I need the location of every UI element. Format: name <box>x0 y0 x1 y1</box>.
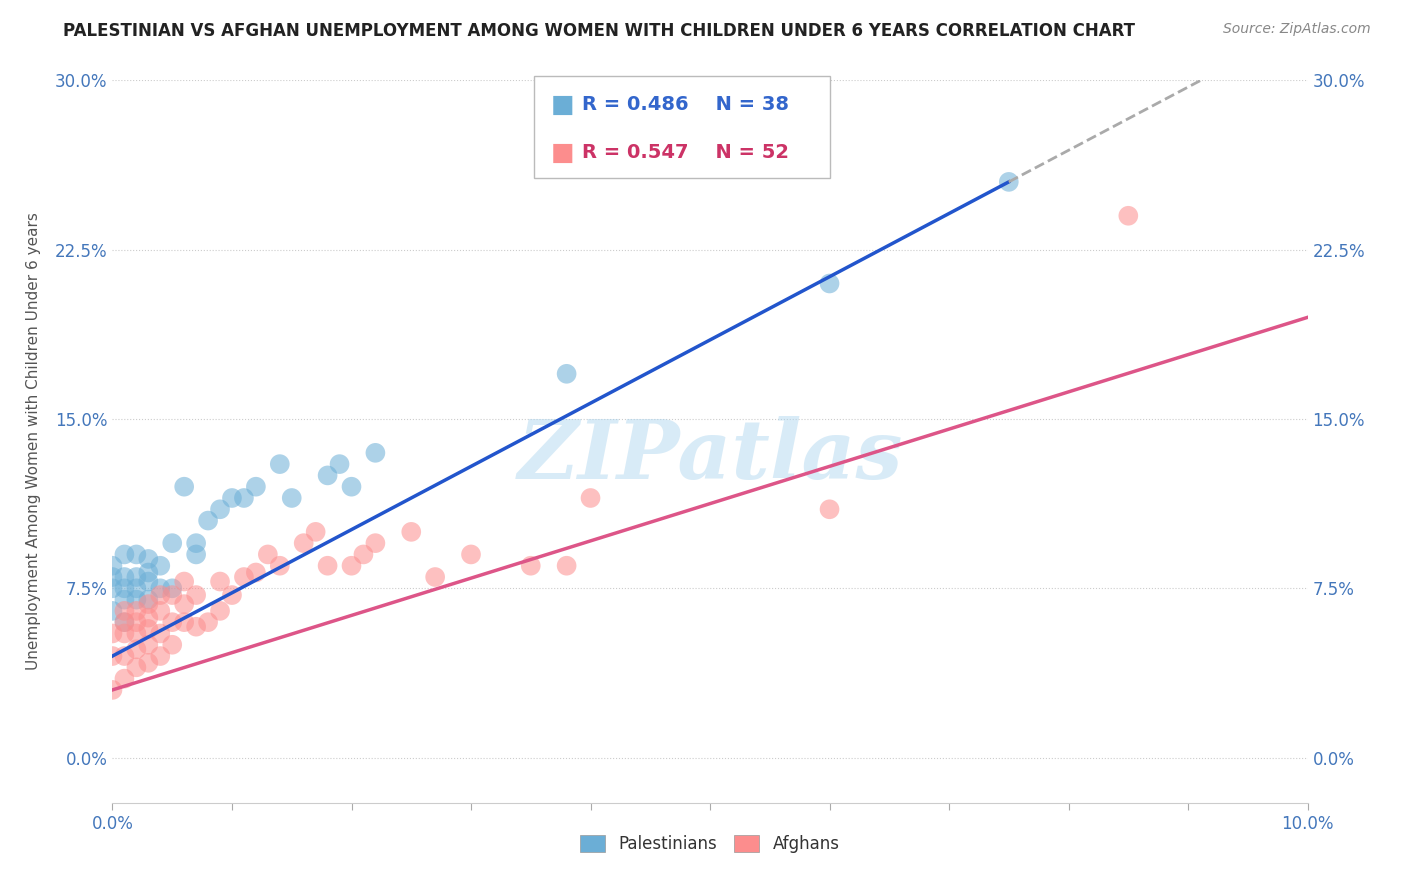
Point <box>209 574 232 589</box>
Point <box>340 558 363 573</box>
Point <box>292 536 315 550</box>
Point <box>125 570 148 584</box>
Point <box>520 558 543 573</box>
Point <box>173 480 195 494</box>
Point <box>149 648 172 663</box>
Point <box>173 615 195 630</box>
Text: R = 0.486    N = 38: R = 0.486 N = 38 <box>582 95 789 114</box>
Point <box>221 491 243 505</box>
Point <box>245 480 267 494</box>
Point <box>555 558 578 573</box>
Point <box>101 648 124 663</box>
Point <box>162 638 183 652</box>
Point <box>101 626 124 640</box>
Point <box>281 491 304 505</box>
Point <box>125 642 148 657</box>
Point <box>233 570 256 584</box>
Point <box>998 175 1021 189</box>
Point <box>138 638 160 652</box>
Point <box>269 457 291 471</box>
Point <box>149 588 172 602</box>
Point <box>162 582 183 596</box>
Point <box>101 570 124 584</box>
Point <box>138 566 160 580</box>
Text: ■: ■ <box>551 141 575 165</box>
Point <box>114 570 135 584</box>
Point <box>125 615 148 630</box>
Point <box>460 548 482 562</box>
Point <box>186 536 208 550</box>
Point <box>101 604 124 618</box>
Point <box>818 277 841 291</box>
Point <box>125 592 148 607</box>
Point <box>114 548 135 562</box>
Point <box>579 491 602 505</box>
Point <box>245 566 267 580</box>
Point <box>138 592 160 607</box>
Point <box>101 582 124 596</box>
Point <box>316 468 339 483</box>
Point <box>114 582 135 596</box>
Point <box>173 574 195 589</box>
Point <box>125 604 148 618</box>
Point <box>114 604 135 618</box>
Point <box>233 491 256 505</box>
Point <box>555 367 578 381</box>
Point <box>149 582 172 596</box>
Point <box>257 548 280 562</box>
Point <box>138 622 160 636</box>
Point <box>197 514 219 528</box>
Text: ■: ■ <box>551 93 575 117</box>
Point <box>138 656 160 670</box>
Point <box>125 660 148 674</box>
Text: PALESTINIAN VS AFGHAN UNEMPLOYMENT AMONG WOMEN WITH CHILDREN UNDER 6 YEARS CORRE: PALESTINIAN VS AFGHAN UNEMPLOYMENT AMONG… <box>63 22 1135 40</box>
Text: Source: ZipAtlas.com: Source: ZipAtlas.com <box>1223 22 1371 37</box>
Point <box>138 574 160 589</box>
Point <box>364 446 387 460</box>
Point <box>114 615 135 630</box>
Point <box>186 588 208 602</box>
Point <box>353 548 375 562</box>
Point <box>114 648 135 663</box>
Point <box>401 524 423 539</box>
Text: R = 0.547    N = 52: R = 0.547 N = 52 <box>582 144 789 162</box>
Point <box>125 582 148 596</box>
Point <box>197 615 219 630</box>
Point <box>818 502 841 516</box>
Point <box>186 548 208 562</box>
Point <box>221 588 243 602</box>
Point <box>101 558 124 573</box>
Legend: Palestinians, Afghans: Palestinians, Afghans <box>574 828 846 860</box>
Point <box>316 558 339 573</box>
Point <box>186 620 208 634</box>
Point <box>162 588 183 602</box>
Point <box>162 615 183 630</box>
Point <box>114 615 135 630</box>
Point <box>125 548 148 562</box>
Point <box>101 682 124 697</box>
Point <box>138 610 160 624</box>
Point <box>138 552 160 566</box>
Point <box>305 524 328 539</box>
Point <box>1118 209 1140 223</box>
Point <box>114 626 135 640</box>
Point <box>269 558 291 573</box>
Point <box>329 457 352 471</box>
Point <box>425 570 447 584</box>
Point <box>209 604 232 618</box>
Point <box>149 626 172 640</box>
Point <box>149 604 172 618</box>
Point <box>173 597 195 611</box>
Text: ZIPatlas: ZIPatlas <box>517 416 903 496</box>
Point <box>162 536 183 550</box>
Point <box>125 626 148 640</box>
Point <box>149 558 172 573</box>
Y-axis label: Unemployment Among Women with Children Under 6 years: Unemployment Among Women with Children U… <box>27 212 41 671</box>
Point <box>209 502 232 516</box>
Point <box>364 536 387 550</box>
Point <box>114 592 135 607</box>
Point <box>114 672 135 686</box>
Point <box>138 597 160 611</box>
Point <box>340 480 363 494</box>
